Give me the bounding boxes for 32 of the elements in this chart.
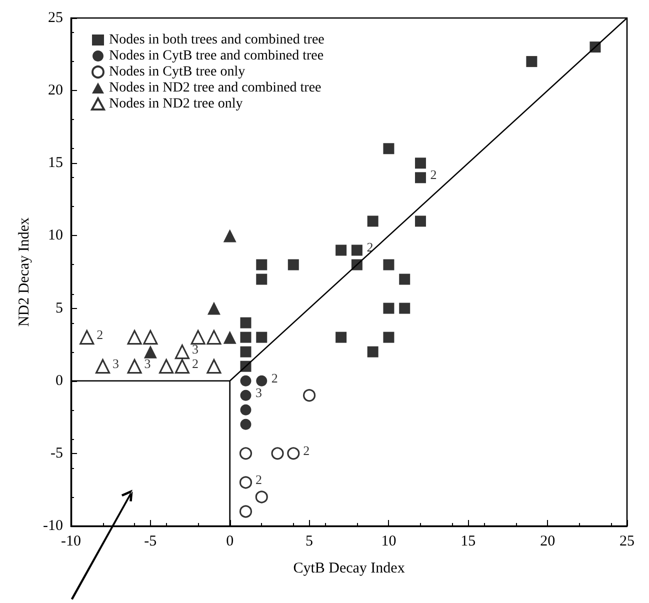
y-tick-label: 20 xyxy=(48,82,63,99)
annotation: 2 xyxy=(192,356,198,371)
annotation: 3 xyxy=(192,341,198,356)
x-tick-label: -5 xyxy=(144,534,157,550)
x-tick-label: 5 xyxy=(306,534,314,550)
legend-label: Nodes in ND2 tree and combined tree xyxy=(109,80,322,96)
y-tick-label: 15 xyxy=(48,155,63,172)
x-tick-label: 0 xyxy=(226,534,234,550)
annotation: 3 xyxy=(255,384,262,400)
x-axis-title: CytB Decay Index xyxy=(293,560,406,576)
y-axis-title: ND2 Decay Index xyxy=(16,216,33,327)
x-tick-label: 15 xyxy=(460,534,476,550)
annotation: 3 xyxy=(112,356,120,371)
legend-label: Nodes in CytB tree and combined tree xyxy=(109,48,324,64)
annotation: 2 xyxy=(255,472,262,487)
y-tick-label: 25 xyxy=(48,10,63,26)
legend-label: Nodes in CytB tree only xyxy=(109,64,246,80)
y-tick-label: -5 xyxy=(50,445,63,462)
y-tick-label: -10 xyxy=(43,518,63,534)
y-tick-label: 10 xyxy=(48,228,63,244)
y-tick-label: 5 xyxy=(56,300,63,316)
annotation: 2 xyxy=(430,167,437,182)
x-tick-label: 25 xyxy=(620,534,634,550)
x-tick-label: 10 xyxy=(381,534,396,550)
annotation: 2 xyxy=(303,442,310,458)
annotation: 2 xyxy=(271,370,278,386)
annotation: 2 xyxy=(96,326,104,342)
legend-label: Nodes in ND2 tree only xyxy=(109,96,243,112)
x-tick-label: 20 xyxy=(540,534,556,550)
legend-label: Nodes in both trees and combined tree xyxy=(109,32,324,48)
annotation: 3 xyxy=(144,356,151,371)
y-tick-label: 0 xyxy=(56,372,63,389)
